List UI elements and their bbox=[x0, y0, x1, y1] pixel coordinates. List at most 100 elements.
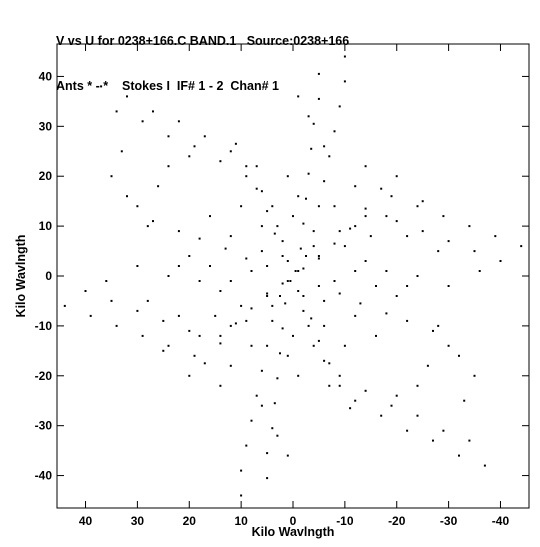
uv-point bbox=[294, 270, 297, 272]
uv-point bbox=[279, 352, 281, 355]
uv-point bbox=[359, 302, 362, 305]
uv-point bbox=[63, 304, 66, 307]
uv-point bbox=[271, 205, 274, 208]
uv-point bbox=[317, 257, 320, 260]
uv-point bbox=[289, 280, 292, 282]
uv-point bbox=[305, 197, 307, 200]
uv-point bbox=[312, 230, 315, 233]
uv-point bbox=[162, 349, 165, 352]
y-tick-label: -20 bbox=[35, 369, 53, 383]
uv-point bbox=[354, 270, 357, 272]
uv-point bbox=[338, 230, 341, 233]
uv-point bbox=[364, 389, 367, 392]
uv-point bbox=[120, 150, 123, 153]
uv-point bbox=[198, 334, 201, 337]
uv-point bbox=[385, 312, 388, 315]
uv-point bbox=[286, 175, 289, 178]
uv-point bbox=[110, 175, 113, 178]
y-tick-label: 10 bbox=[39, 219, 53, 233]
uv-point bbox=[260, 250, 263, 253]
uv-point bbox=[406, 235, 409, 238]
uv-point bbox=[188, 374, 191, 377]
uv-point bbox=[224, 247, 227, 250]
uv-point bbox=[343, 80, 346, 83]
uv-point bbox=[167, 135, 170, 138]
uv-point bbox=[312, 122, 315, 125]
uv-point bbox=[395, 220, 398, 223]
uv-point bbox=[333, 205, 336, 208]
uv-point bbox=[338, 105, 341, 108]
uv-point bbox=[297, 290, 300, 292]
uv-point bbox=[260, 190, 263, 193]
uv-point bbox=[250, 270, 253, 272]
uv-point bbox=[375, 334, 377, 337]
uv-point bbox=[229, 280, 232, 282]
uv-point bbox=[240, 494, 243, 497]
uv-point bbox=[375, 285, 377, 287]
uv-point bbox=[167, 275, 170, 277]
uv-point bbox=[349, 227, 352, 230]
axis-ticks bbox=[57, 44, 529, 508]
uv-point bbox=[447, 344, 450, 347]
uv-point bbox=[276, 377, 279, 380]
uv-point bbox=[317, 339, 320, 342]
x-tick-label: -40 bbox=[492, 514, 510, 528]
uv-point bbox=[152, 220, 154, 223]
uv-point bbox=[136, 265, 139, 267]
uv-point bbox=[395, 175, 398, 178]
uv-point bbox=[483, 464, 486, 467]
x-tick-label: 40 bbox=[79, 514, 93, 528]
uv-point bbox=[299, 247, 302, 250]
uv-point bbox=[406, 319, 409, 322]
uv-point bbox=[250, 344, 253, 347]
uv-point bbox=[390, 195, 393, 198]
uv-point bbox=[406, 285, 409, 287]
y-axis-title: Kilo Wavlngth bbox=[14, 235, 28, 318]
uv-point bbox=[432, 329, 434, 332]
uv-point bbox=[229, 324, 232, 327]
uv-point bbox=[271, 427, 274, 430]
uv-point bbox=[188, 329, 191, 332]
uv-point bbox=[177, 265, 180, 267]
axis-tick-labels: 40 30 20 10 0 -10 -20 -30 -40 40 30 20 10 0 -10 -20 -30 -… bbox=[35, 69, 510, 528]
uv-point bbox=[266, 344, 269, 347]
uv-point bbox=[260, 404, 263, 407]
uv-point bbox=[317, 97, 320, 100]
uv-point bbox=[281, 282, 284, 285]
uv-point bbox=[473, 250, 476, 253]
uv-point bbox=[302, 295, 305, 297]
uv-point bbox=[271, 304, 274, 307]
y-tick-label: -40 bbox=[35, 469, 53, 483]
uv-point bbox=[284, 302, 287, 305]
uv-point bbox=[271, 319, 274, 322]
uv-point bbox=[369, 235, 372, 238]
uv-point bbox=[380, 414, 383, 417]
uv-point bbox=[343, 55, 346, 58]
uv-point bbox=[266, 292, 269, 295]
uv-point bbox=[198, 237, 201, 240]
uv-point bbox=[307, 115, 310, 118]
uv-point bbox=[266, 210, 269, 213]
uv-point bbox=[193, 145, 196, 148]
uv-point bbox=[302, 267, 305, 270]
uv-point bbox=[312, 344, 315, 347]
x-tick-label: 10 bbox=[234, 514, 248, 528]
x-tick-label: -30 bbox=[440, 514, 458, 528]
uv-point bbox=[250, 307, 253, 310]
x-tick-label: 0 bbox=[290, 514, 297, 528]
uv-point bbox=[286, 260, 289, 262]
uv-point bbox=[279, 295, 281, 297]
uv-point bbox=[297, 195, 300, 198]
x-tick-label: -20 bbox=[388, 514, 406, 528]
uv-point bbox=[167, 344, 170, 347]
x-tick-label: -10 bbox=[336, 514, 354, 528]
uv-point bbox=[193, 354, 196, 357]
uv-point bbox=[273, 232, 276, 235]
uv-point bbox=[328, 155, 331, 158]
uv-point bbox=[286, 354, 289, 357]
uv-point bbox=[317, 72, 320, 75]
uv-point bbox=[307, 324, 310, 327]
uv-point bbox=[323, 299, 326, 302]
uv-point bbox=[219, 160, 222, 163]
uv-point bbox=[255, 187, 258, 190]
